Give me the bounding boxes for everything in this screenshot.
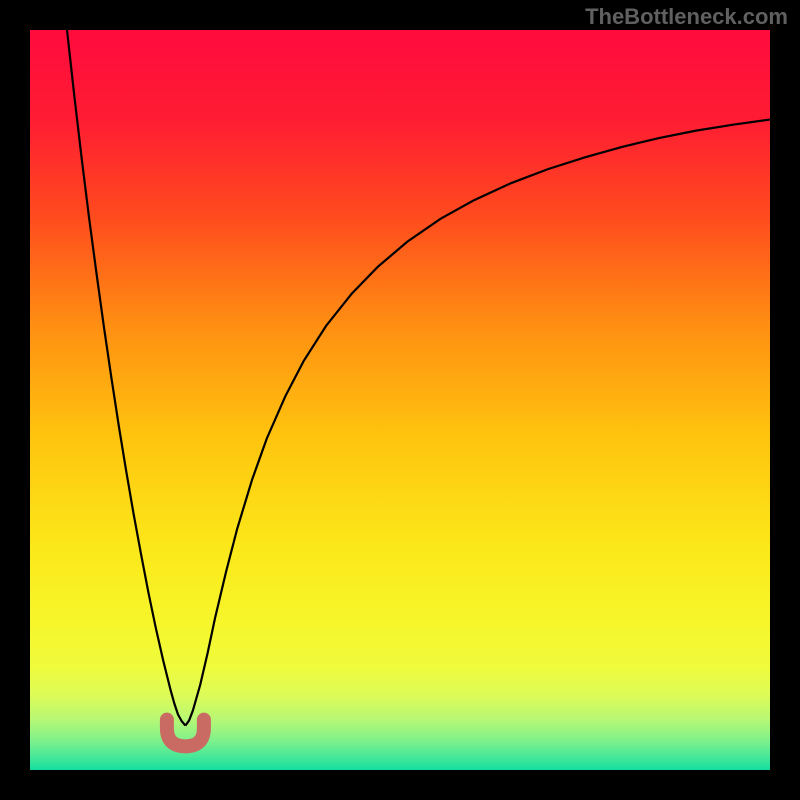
chart-frame: TheBottleneck.com [0,0,800,800]
watermark-text: TheBottleneck.com [585,4,788,30]
gradient-background [30,30,770,770]
bottleneck-chart [0,0,800,800]
